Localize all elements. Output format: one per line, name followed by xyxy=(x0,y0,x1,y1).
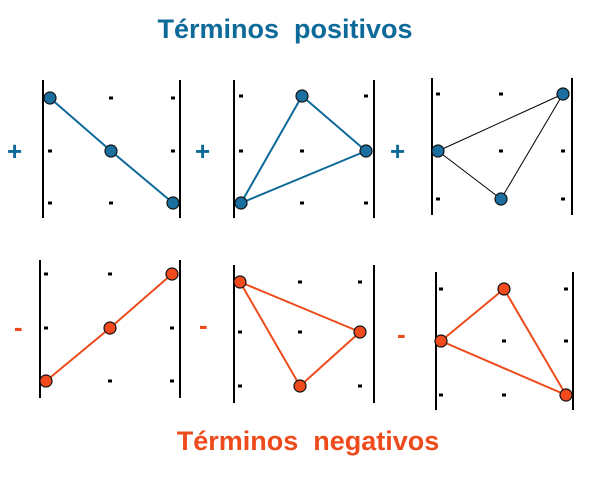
pos-1-node-3 xyxy=(166,196,180,210)
pos-3-entry-dash xyxy=(436,197,440,201)
pos-1-node-1 xyxy=(43,91,57,105)
pos-2-entry-dash xyxy=(364,94,368,98)
neg-2-triangle xyxy=(239,281,361,387)
neg-2-node-3 xyxy=(293,379,307,393)
pos-1-entry-dash xyxy=(48,201,52,205)
plus-sign-2: + xyxy=(195,136,211,166)
pos-1-entry-dash xyxy=(109,201,113,205)
pos-2-entry-dash xyxy=(300,149,304,153)
neg-2-entry-dash xyxy=(238,330,242,334)
neg-1-node-1 xyxy=(165,267,179,281)
neg-2-entry-dash xyxy=(298,330,302,334)
title-negative-terms: Términos negativos xyxy=(176,426,440,456)
neg-3-entry-dash xyxy=(564,287,568,291)
pos-3-entry-dash xyxy=(499,149,503,153)
pos-3-entry-dash xyxy=(436,92,440,96)
pos-3-entry-dash xyxy=(499,92,503,96)
pos-3-node-1 xyxy=(556,87,570,101)
neg-2-entry-dash xyxy=(358,384,362,388)
neg-3-entry-dash xyxy=(564,339,568,343)
minus-sign-1: - xyxy=(14,312,23,342)
pos-3-node-3 xyxy=(494,192,508,206)
plus-sign-3: + xyxy=(390,136,406,166)
minus-sign-3: - xyxy=(397,319,406,349)
neg-3-triangle xyxy=(440,288,567,396)
pos-3-entry-dash xyxy=(561,197,565,201)
pos-1-entry-dash xyxy=(109,96,113,100)
neg-3-node-1 xyxy=(497,282,511,296)
pos-2-node-1 xyxy=(295,89,309,103)
neg-1-entry-dash xyxy=(44,272,48,276)
pos-2-entry-dash xyxy=(300,201,304,205)
neg-1-node-2 xyxy=(103,321,117,335)
neg-2-entry-dash xyxy=(238,384,242,388)
neg-1-entry-dash xyxy=(170,326,174,330)
pos-2-entry-dash xyxy=(364,201,368,205)
neg-3-entry-dash xyxy=(439,287,443,291)
pos-3-entry-dash xyxy=(561,149,565,153)
neg-3-node-3 xyxy=(559,388,573,402)
neg-2-node-1 xyxy=(233,275,247,289)
neg-2-entry-dash xyxy=(298,280,302,284)
neg-3-entry-dash xyxy=(439,393,443,397)
pos-1-node-2 xyxy=(104,144,118,158)
neg-1-entry-dash xyxy=(108,272,112,276)
minus-sign-2: - xyxy=(199,310,208,340)
neg-1-node-3 xyxy=(39,374,53,388)
pos-1-entry-dash xyxy=(171,96,175,100)
neg-2-entry-dash xyxy=(358,280,362,284)
neg-1-entry-dash xyxy=(170,379,174,383)
pos-1-entry-dash xyxy=(48,149,52,153)
neg-1-entry-dash xyxy=(108,379,112,383)
neg-1-entry-dash xyxy=(44,326,48,330)
pos-1-entry-dash xyxy=(171,149,175,153)
pos-2-node-2 xyxy=(359,144,373,158)
pos-2-node-3 xyxy=(234,196,248,210)
pos-3-triangle xyxy=(437,93,564,200)
pos-2-triangle xyxy=(240,95,367,204)
title-positive-terms: Términos positivos xyxy=(157,14,413,44)
neg-3-entry-dash xyxy=(502,393,506,397)
pos-2-entry-dash xyxy=(239,94,243,98)
pos-3-node-2 xyxy=(431,144,445,158)
pos-2-entry-dash xyxy=(239,149,243,153)
neg-2-node-2 xyxy=(353,325,367,339)
plus-sign-1: + xyxy=(7,136,23,166)
neg-3-entry-dash xyxy=(502,339,506,343)
neg-3-node-2 xyxy=(434,334,448,348)
